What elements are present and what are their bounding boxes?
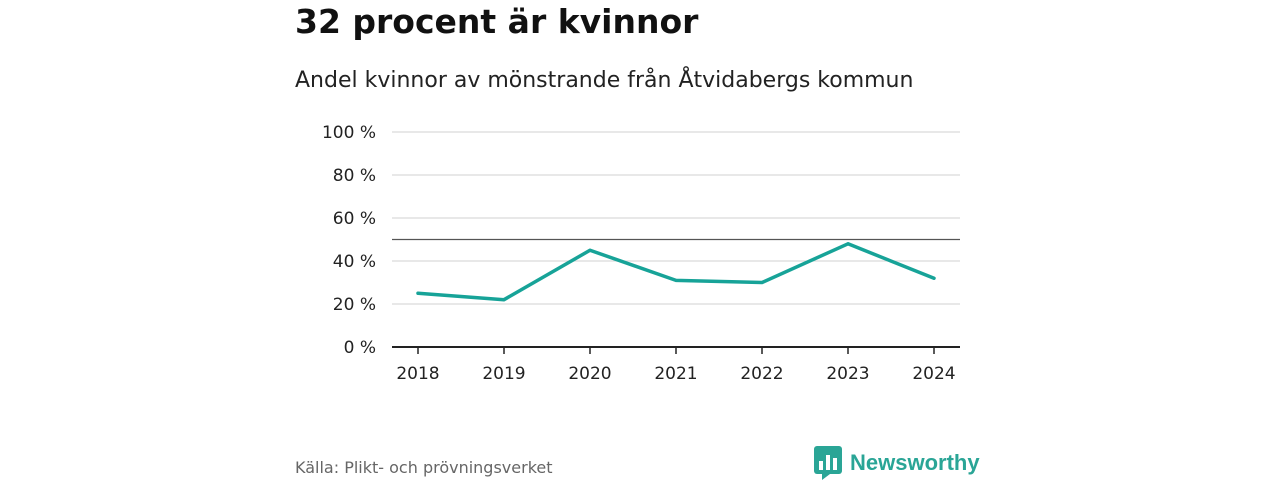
data-point-2021 — [674, 278, 678, 282]
y-tick-label-20: 20 % — [333, 295, 376, 315]
y-tick-label-0: 0 % — [344, 338, 376, 358]
data-point-2020 — [588, 248, 592, 252]
chart-subtitle: Andel kvinnor av mönstrande från Åtvidab… — [295, 68, 914, 93]
x-tick-label-2022: 2022 — [740, 364, 783, 384]
data-point-2024 — [932, 276, 936, 280]
data-point-2018 — [416, 291, 420, 295]
data-point-2022 — [760, 281, 764, 284]
data-point-2023 — [846, 242, 850, 246]
source-note: Källa: Plikt- och prövningsverket — [295, 458, 553, 477]
x-tick-label-2023: 2023 — [826, 364, 869, 384]
y-tick-label-100: 100 % — [322, 123, 376, 143]
y-tick-label-80: 80 % — [333, 166, 376, 186]
x-tick-label-2021: 2021 — [654, 364, 697, 384]
data-point-2019 — [502, 298, 506, 302]
brand-name: Newsworthy — [850, 450, 980, 475]
y-tick-label-40: 40 % — [333, 252, 376, 272]
newsworthy-logo[interactable]: Newsworthy — [814, 446, 980, 480]
x-tick-label-2020: 2020 — [568, 364, 611, 384]
x-tick-label-2024: 2024 — [912, 364, 955, 384]
chart-title: 32 procent är kvinnor — [295, 2, 699, 41]
newsworthy-logo-icon — [814, 446, 842, 480]
y-tick-label-60: 60 % — [333, 209, 376, 229]
line-chart: 0 % 20 % 40 % 60 % 80 % 100 % 2018 2019 2020 2021… — [322, 123, 960, 384]
series-line-0 — [416, 242, 936, 302]
x-tick-label-2019: 2019 — [482, 364, 525, 384]
x-tick-label-2018: 2018 — [396, 364, 439, 384]
